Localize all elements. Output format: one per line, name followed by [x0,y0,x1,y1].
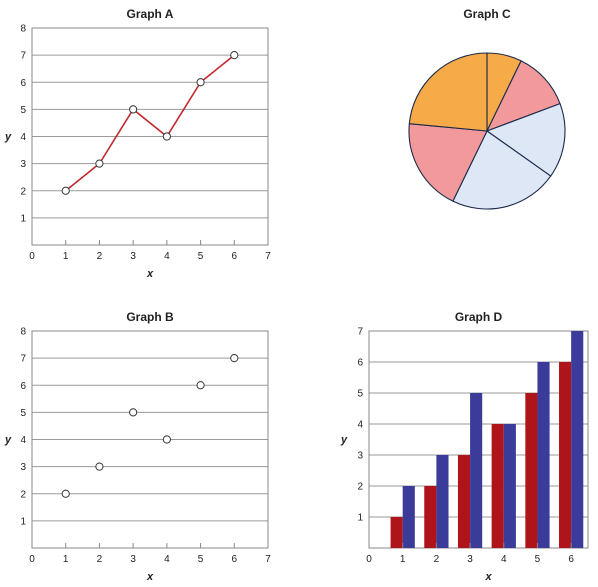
y-axis-label: y [340,434,348,446]
x-axis-label: x [146,571,154,583]
x-tick-label-6: 6 [232,554,238,565]
data-point-2 [95,159,104,168]
pie-slice-5 [408,123,488,202]
chart-title: Graph B [126,310,174,324]
data-point-1 [61,186,70,195]
bar-red-5 [525,393,538,548]
x-axis-label: x [146,268,154,280]
x-tick-label-7: 7 [265,554,271,565]
plot-frame [31,330,269,549]
y-tick-label-5: 5 [20,408,26,419]
y-axis-label: y [4,131,12,143]
x-tick-label-6: 6 [568,554,574,565]
x-tick-label-5: 5 [198,554,204,565]
data-point-3 [129,105,138,114]
x-tick-label-2: 2 [97,554,103,565]
bar-red-4 [491,424,504,548]
y-tick-label-2: 2 [20,186,26,197]
y-tick-label-7: 7 [357,327,363,338]
y-tick-label-1: 1 [20,516,26,527]
x-tick-label-3: 3 [130,251,136,262]
x-tick-label-4: 4 [164,554,170,565]
graph-c: Graph C [408,7,566,210]
y-tick-label-5: 5 [20,105,26,116]
bar-blue-3 [470,393,483,548]
plot-frame [31,27,269,246]
x-tick-label-5: 5 [535,554,541,565]
y-tick-label-2: 2 [20,489,26,500]
bar-red-6 [559,362,572,548]
pie-slice-2 [486,60,561,132]
pie-slice-6 [408,52,488,132]
x-tick-label-5: 5 [198,251,204,262]
graph-b: 0 1 2 3 4 5 6 7 1 2 3 4 5 6 7 8 Graph B x y [4,310,271,583]
x-tick-label-1: 1 [63,554,69,565]
x-axis-label: x [484,571,492,583]
y-tick-label-7: 7 [20,354,26,365]
data-point-4 [162,132,171,141]
y-tick-label-1: 1 [357,513,363,524]
bar-red-1 [390,517,403,548]
x-tick-label-3: 3 [467,554,473,565]
x-tick-label-0: 0 [29,251,35,262]
y-tick-label-5: 5 [357,389,363,400]
bar-red-3 [457,455,471,548]
y-axis-label: y [4,434,12,446]
y-tick-label-6: 6 [20,381,26,392]
data-point-5 [196,381,205,390]
pie-slice-4 [452,130,552,210]
data-point-1 [61,489,70,498]
data-point-2 [95,462,104,471]
y-tick-label-1: 1 [20,213,26,224]
x-tick-label-0: 0 [366,554,372,565]
chart-title: Graph A [127,7,174,21]
bar-blue-4 [503,424,516,548]
data-point-6 [230,354,239,363]
x-tick-label-2: 2 [97,251,103,262]
y-tick-label-2: 2 [357,482,363,493]
chart-title: Graph C [463,7,511,21]
y-tick-label-6: 6 [20,78,26,89]
data-point-6 [230,51,239,60]
graph-d: 0 1 2 3 4 5 6 1 2 3 4 5 6 7 Graph D x y [340,310,589,583]
chart-title: Graph D [455,310,503,324]
y-tick-label-4: 4 [20,435,26,446]
y-tick-label-3: 3 [20,159,26,170]
bar-blue-1 [402,486,415,548]
bar-blue-2 [436,455,449,548]
x-tick-label-1: 1 [400,554,406,565]
y-tick-label-8: 8 [20,24,26,35]
x-tick-label-2: 2 [434,554,440,565]
bar-blue-6 [571,331,584,548]
bar-blue-5 [537,362,550,548]
series-line [65,54,235,192]
bar-red-2 [424,486,437,548]
data-point-5 [196,78,205,87]
x-tick-label-3: 3 [130,554,136,565]
pie-slice-3 [486,103,566,177]
y-tick-label-8: 8 [20,327,26,338]
x-tick-label-6: 6 [232,251,238,262]
y-tick-label-7: 7 [20,51,26,62]
y-tick-label-3: 3 [20,462,26,473]
data-point-3 [129,408,138,417]
y-tick-label-4: 4 [20,132,26,143]
x-tick-label-1: 1 [63,251,69,262]
x-tick-label-0: 0 [29,554,35,565]
y-tick-label-6: 6 [357,358,363,369]
data-point-4 [162,435,171,444]
x-tick-label-7: 7 [265,251,271,262]
graph-a: 0 1 2 3 4 5 6 7 1 2 3 4 5 6 7 8 Graph A x y [4,7,271,280]
x-tick-label-4: 4 [501,554,507,565]
y-tick-label-3: 3 [357,451,363,462]
x-tick-label-4: 4 [164,251,170,262]
y-tick-label-4: 4 [357,420,363,431]
